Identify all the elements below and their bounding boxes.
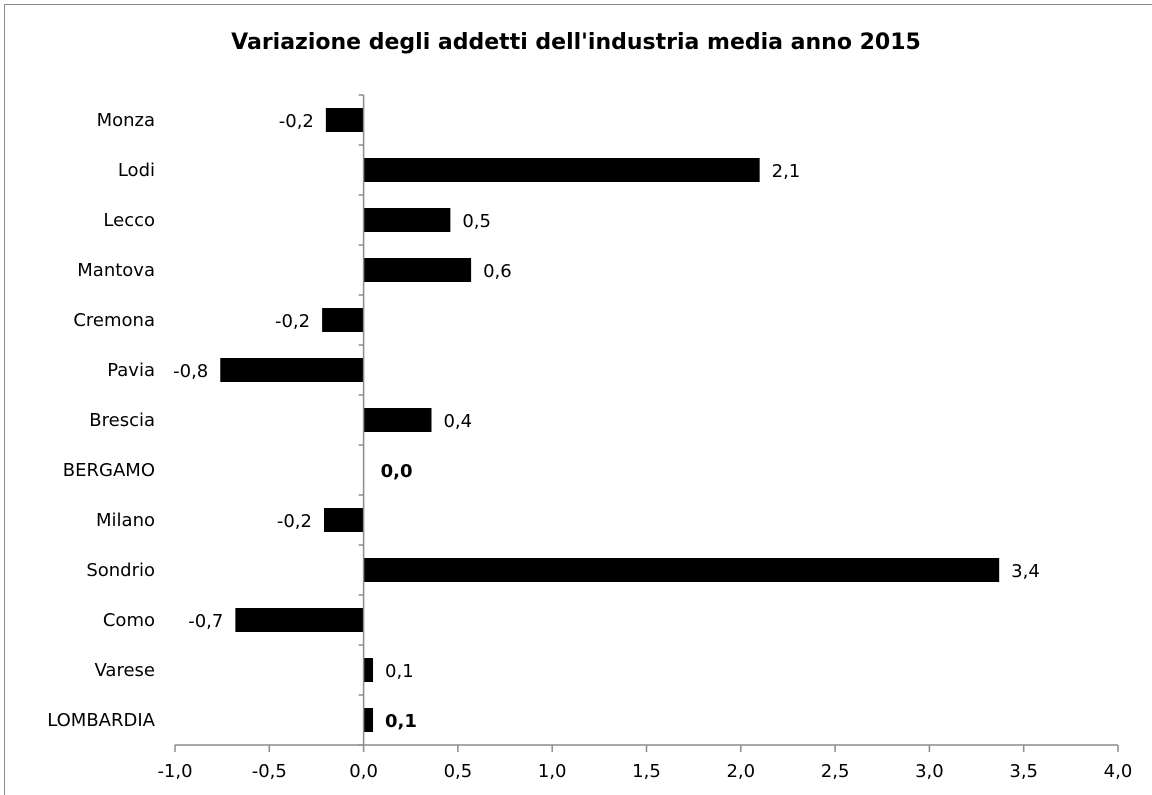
data-label: 0,5 (462, 211, 491, 232)
bar-lecco (363, 208, 451, 232)
x-tick-label: 0,0 (349, 761, 378, 782)
category-label: BERGAMO (63, 460, 155, 481)
category-label: Monza (97, 110, 155, 131)
bar-lombardia (363, 708, 374, 732)
category-label: Lecco (103, 210, 155, 231)
category-label: Cremona (73, 310, 155, 331)
category-label: Lodi (118, 160, 155, 181)
category-label: Milano (96, 510, 155, 531)
data-label: 0,0 (381, 461, 413, 482)
bar-brescia (363, 408, 432, 432)
x-tick-label: 3,0 (915, 761, 944, 782)
category-label: Mantova (77, 260, 155, 281)
data-label: -0,2 (275, 311, 310, 332)
x-tick-label: 2,5 (821, 761, 850, 782)
category-label: Varese (95, 660, 155, 681)
chart-frame (4, 4, 1152, 795)
x-tick-label: 3,5 (1009, 761, 1038, 782)
x-tick-label: 4,0 (1104, 761, 1133, 782)
data-label: -0,2 (277, 511, 312, 532)
data-label: -0,8 (173, 361, 208, 382)
bar-varese (363, 658, 374, 682)
category-label: Brescia (89, 410, 155, 431)
data-label: 0,1 (385, 711, 417, 732)
category-label: Como (103, 610, 155, 631)
x-tick-label: -0,5 (252, 761, 287, 782)
bar-lodi (363, 158, 760, 182)
x-tick-label: 1,0 (538, 761, 567, 782)
bar-sondrio (363, 558, 1000, 582)
category-label: LOMBARDIA (47, 710, 155, 731)
category-label: Sondrio (86, 560, 155, 581)
data-label: 0,4 (443, 411, 472, 432)
data-label: 3,4 (1011, 561, 1040, 582)
bar-cremona (322, 308, 364, 332)
data-label: 0,1 (385, 661, 414, 682)
data-label: -0,2 (279, 111, 314, 132)
x-tick-label: 2,0 (726, 761, 755, 782)
data-label: 2,1 (772, 161, 801, 182)
x-tick-label: 0,5 (444, 761, 473, 782)
bar-mantova (363, 258, 472, 282)
data-label: 0,6 (483, 261, 512, 282)
category-label: Pavia (107, 360, 155, 381)
bar-milano (323, 508, 364, 532)
chart-title: Variazione degli addetti dell'industria … (231, 30, 921, 55)
bar-monza (325, 108, 364, 132)
data-label: -0,7 (188, 611, 223, 632)
x-tick-label: 1,5 (632, 761, 661, 782)
bar-pavia (220, 358, 364, 382)
x-tick-label: -1,0 (157, 761, 192, 782)
bar-como (235, 608, 364, 632)
